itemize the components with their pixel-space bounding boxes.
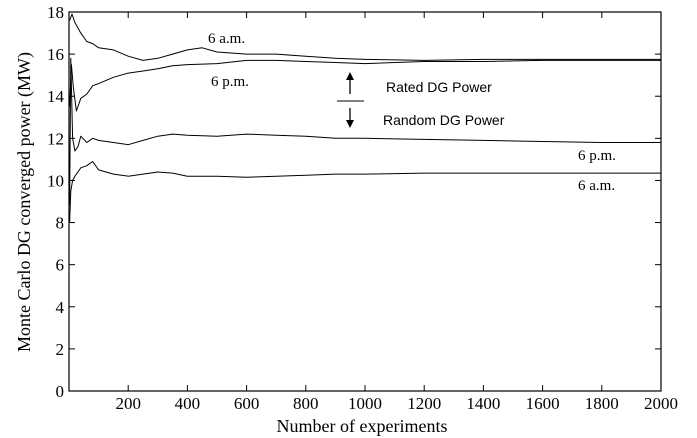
rated-dg-power-label: Rated DG Power — [386, 79, 492, 95]
series-line-rated-6pm — [69, 59, 661, 112]
y-tick-label: 10 — [47, 171, 64, 190]
y-axis-title: Monte Carlo DG converged power (MW) — [14, 52, 35, 352]
x-tick-label: 400 — [175, 394, 201, 413]
x-tick-label: 1600 — [526, 394, 560, 413]
series-line-random-6pm — [69, 57, 661, 206]
label-random-6am: 6 a.m. — [578, 178, 615, 194]
x-tick-label: 2000 — [644, 394, 678, 413]
x-tick-label: 1800 — [585, 394, 619, 413]
x-tick-label: 1000 — [348, 394, 382, 413]
x-axis: 200 400 600 800 1000 1200 1400 1600 1800 2000 — [115, 12, 678, 413]
y-tick-label: 14 — [47, 87, 65, 106]
y-axis: 0 2 4 6 8 10 12 14 16 18 — [47, 3, 661, 401]
x-tick-label: 600 — [234, 394, 260, 413]
y-tick-label: 6 — [56, 256, 65, 275]
series-group — [69, 13, 661, 223]
y-tick-label: 16 — [47, 45, 64, 64]
label-random-6pm: 6 p.m. — [578, 148, 616, 164]
series-line-rated-6am — [69, 13, 661, 61]
x-tick-label: 800 — [293, 394, 319, 413]
y-tick-label: 12 — [47, 129, 64, 148]
y-tick-label: 18 — [47, 3, 64, 22]
y-tick-label: 4 — [56, 298, 65, 317]
label-rated-6pm: 6 p.m. — [211, 74, 249, 90]
y-tick-label: 0 — [56, 382, 65, 401]
random-dg-power-label: Random DG Power — [383, 112, 505, 128]
down-arrowhead-icon — [346, 120, 354, 128]
y-tick-label: 2 — [56, 340, 65, 359]
series-line-random-6am — [69, 161, 661, 223]
x-axis-title: Number of experiments — [277, 416, 448, 436]
plot-area-frame — [68, 11, 662, 392]
y-tick-label: 8 — [56, 214, 65, 233]
x-tick-label: 1400 — [466, 394, 500, 413]
up-arrowhead-icon — [346, 72, 354, 80]
rated-random-legend: Rated DG Power Random DG Power — [337, 72, 505, 128]
x-tick-label: 1200 — [407, 394, 441, 413]
label-rated-6am: 6 a.m. — [208, 31, 245, 47]
x-tick-label: 200 — [115, 394, 141, 413]
